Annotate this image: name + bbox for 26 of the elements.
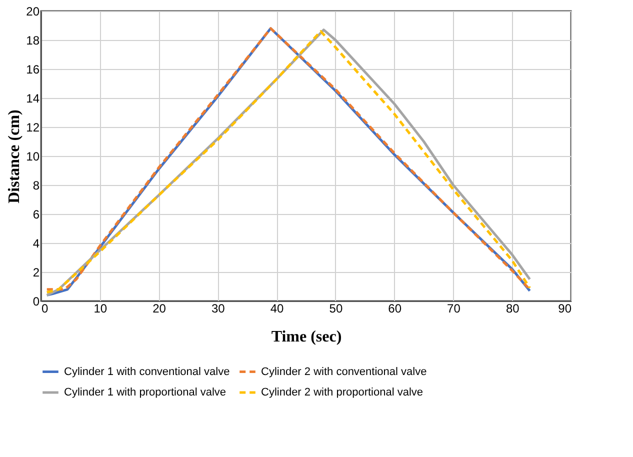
y-tick-label: 20 — [26, 4, 40, 18]
x-tick-label: 50 — [329, 302, 343, 316]
x-tick-label: 0 — [42, 302, 48, 316]
x-tick-label: 70 — [447, 302, 461, 316]
x-tick-label: 60 — [388, 302, 402, 316]
y-tick-label: 4 — [32, 236, 40, 250]
x-tick-label: 90 — [558, 302, 572, 316]
y-tick-label: 8 — [32, 178, 40, 192]
legend-label: Cylinder 2 with proportional valve — [261, 386, 424, 398]
legend-label: Cylinder 1 with conventional valve — [64, 366, 230, 378]
legend-label: Cylinder 2 with conventional valve — [261, 366, 427, 378]
x-tick-label: 30 — [211, 302, 226, 316]
y-tick-label: 16 — [26, 62, 40, 76]
x-tick-label: 40 — [270, 302, 284, 316]
y-tick-label: 2 — [32, 266, 40, 280]
y-axis-title: Distance (cm) — [6, 110, 24, 204]
x-axis-title: Time (sec) — [271, 328, 342, 346]
y-tick-label: 14 — [26, 92, 40, 106]
x-tick-label: 10 — [94, 302, 108, 316]
y-tick-label: 10 — [26, 150, 40, 164]
y-tick-label: 12 — [26, 120, 40, 134]
y-tick-label: 18 — [26, 34, 40, 48]
legend-label: Cylinder 1 with proportional valve — [64, 386, 226, 398]
y-tick-label: 6 — [32, 208, 40, 222]
x-tick-label: 20 — [152, 302, 166, 316]
x-tick-label: 80 — [506, 302, 520, 316]
